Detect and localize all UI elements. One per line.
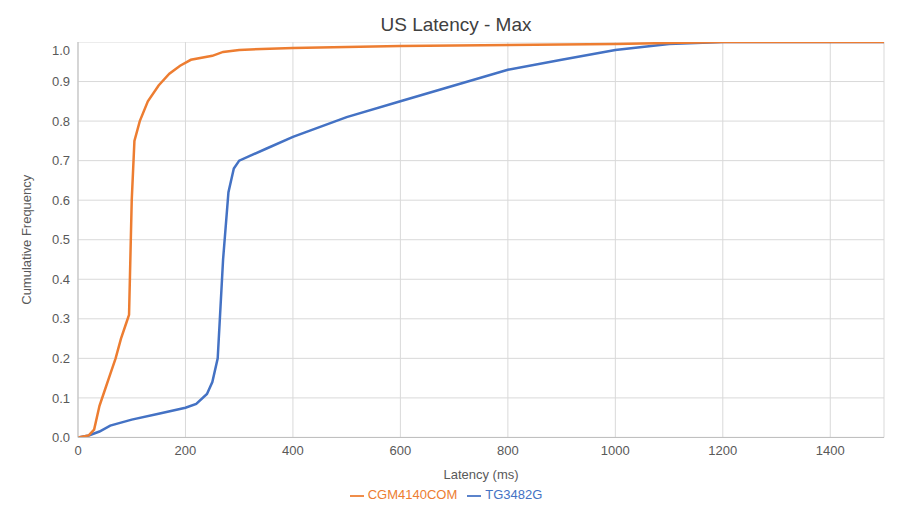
svg-text:0.0: 0.0 [52, 430, 70, 445]
svg-text:0.3: 0.3 [52, 311, 70, 326]
svg-text:800: 800 [497, 443, 519, 458]
svg-text:0: 0 [74, 443, 81, 458]
svg-text:1200: 1200 [708, 443, 737, 458]
svg-text:0.8: 0.8 [52, 114, 70, 129]
svg-text:1400: 1400 [816, 443, 845, 458]
html-text:TG3482G: TG3482G [485, 487, 543, 503]
svg-text:0.5: 0.5 [52, 232, 70, 247]
svg-text:1.0: 1.0 [52, 43, 70, 58]
html-text:US Latency - Max: US Latency - Max [380, 14, 532, 35]
svg-text:0.7: 0.7 [52, 153, 70, 168]
svg-text:400: 400 [282, 443, 304, 458]
svg-text:0.4: 0.4 [52, 272, 70, 287]
svg-text:1000: 1000 [601, 443, 630, 458]
svg-text:Latency (ms): Latency (ms) [443, 467, 518, 482]
svg-text:0.2: 0.2 [52, 351, 70, 366]
svg-text:0.9: 0.9 [52, 74, 70, 89]
svg-text:0.6: 0.6 [52, 193, 70, 208]
svg-text:Cumulative Frequency: Cumulative Frequency [19, 174, 34, 305]
svg-text:0.1: 0.1 [52, 391, 70, 406]
svg-text:600: 600 [390, 443, 412, 458]
html-text:CGM4140COM: CGM4140COM [367, 487, 458, 503]
svg-text:200: 200 [175, 443, 197, 458]
